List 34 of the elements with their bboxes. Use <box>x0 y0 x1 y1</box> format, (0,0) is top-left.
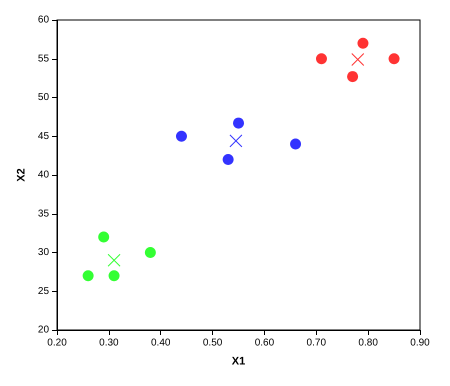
point <box>222 154 234 165</box>
point <box>98 232 110 242</box>
point <box>347 71 358 82</box>
y-tick-label: 20 <box>38 324 50 336</box>
point <box>351 53 364 66</box>
point <box>290 138 302 150</box>
x-tick-label: 0.30 <box>99 338 120 348</box>
y-tick-label: 45 <box>38 130 50 142</box>
y-axis-title: X2 <box>16 168 28 182</box>
y-tick-label: 40 <box>38 170 50 180</box>
x-tick-label: 0.50 <box>202 338 223 348</box>
y-tick-label: 60 <box>38 14 50 26</box>
y-tick-label: 30 <box>38 247 50 258</box>
point <box>316 53 327 64</box>
y-tick-label: 35 <box>38 208 50 220</box>
point <box>144 247 156 258</box>
x-tick-label: 0.70 <box>306 338 326 348</box>
y-tick-label: 50 <box>38 92 50 103</box>
x-tick-label: 0.20 <box>47 338 68 348</box>
point <box>388 53 400 64</box>
y-tick-label: 25 <box>38 286 50 297</box>
x-tick-label: 0.40 <box>150 338 171 348</box>
x-tick-label: 0.80 <box>358 338 378 348</box>
point <box>82 270 94 282</box>
x-tick-label: 0.90 <box>410 338 430 348</box>
x-tick-label: 0.60 <box>254 338 275 348</box>
point <box>229 134 242 148</box>
point <box>233 118 244 129</box>
point <box>108 270 120 282</box>
point <box>108 254 121 267</box>
point <box>357 38 368 49</box>
x-axis-title: X1 <box>232 356 246 368</box>
y-tick-label: 55 <box>38 53 50 64</box>
point <box>176 130 187 142</box>
